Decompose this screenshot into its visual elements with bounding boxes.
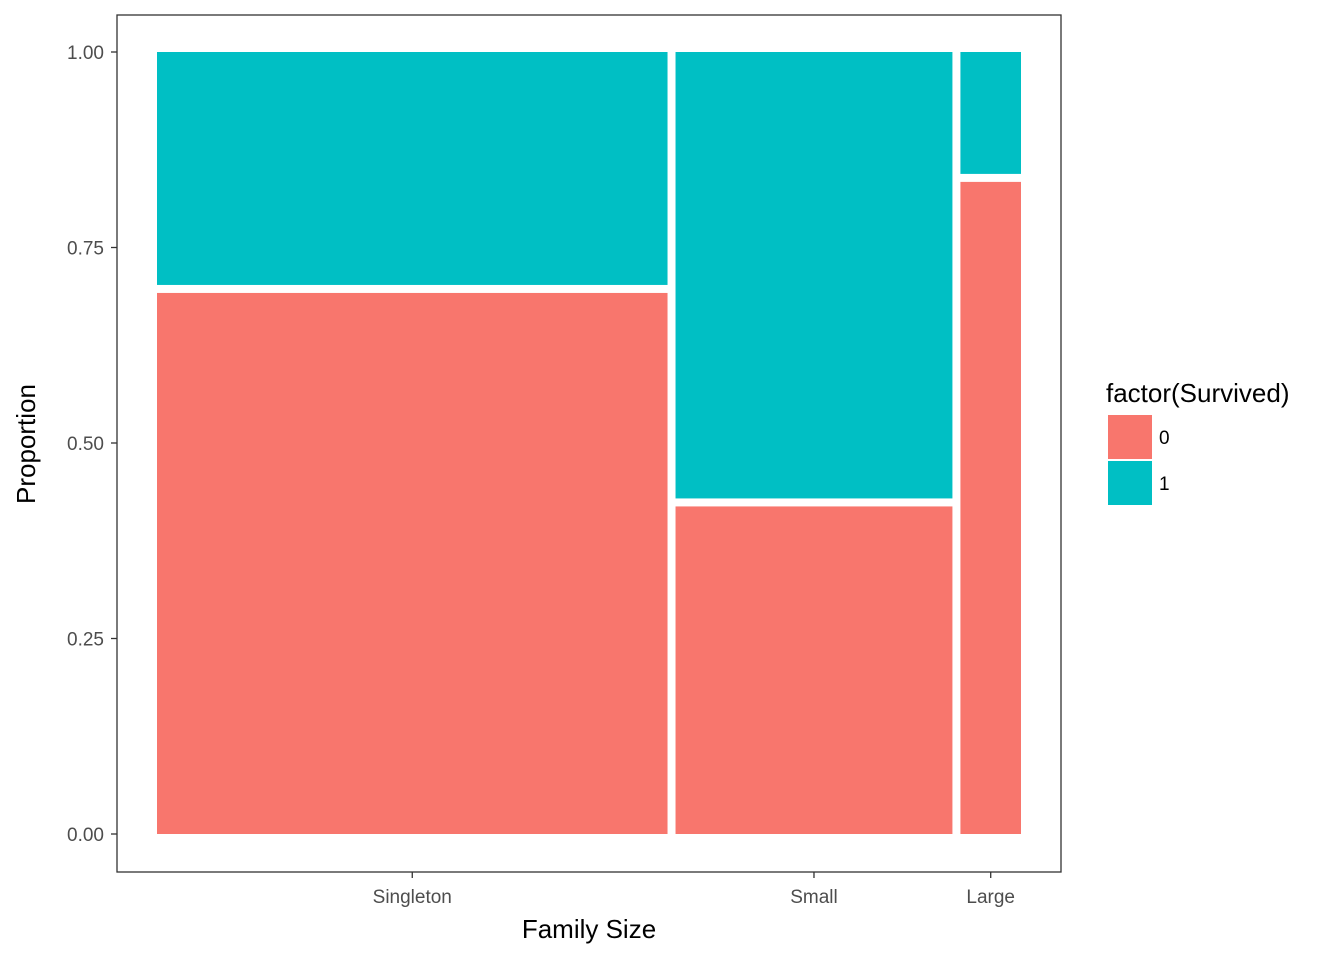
mosaic-tiles xyxy=(157,52,1021,835)
legend: factor(Survived) 0 1 xyxy=(1106,378,1290,506)
x-axis-title: Family Size xyxy=(522,914,656,944)
tile-large-survived-0 xyxy=(960,181,1021,835)
y-tick-label: 0.50 xyxy=(67,434,104,455)
tile-small-survived-0 xyxy=(675,506,953,834)
tile-singleton-survived-0 xyxy=(157,292,668,834)
y-tick-label: 0.75 xyxy=(67,239,104,260)
tile-large-survived-1 xyxy=(960,52,1021,174)
legend-title: factor(Survived) xyxy=(1106,378,1290,408)
y-tick-label: 1.00 xyxy=(67,43,104,64)
legend-swatch-1 xyxy=(1108,461,1152,505)
x-tick-label: Large xyxy=(966,887,1015,908)
x-axis: Singleton Small Large xyxy=(373,872,1015,908)
y-axis: 0.00 0.25 0.50 0.75 1.00 xyxy=(67,43,117,846)
y-tick-label: 0.00 xyxy=(67,825,104,846)
legend-label-0: 0 xyxy=(1159,428,1170,449)
tile-singleton-survived-1 xyxy=(157,52,668,285)
x-tick-label: Singleton xyxy=(373,887,452,908)
x-tick-label: Small xyxy=(790,887,838,908)
legend-swatch-0 xyxy=(1108,415,1152,459)
tile-small-survived-1 xyxy=(675,52,953,499)
y-tick-label: 0.25 xyxy=(67,630,104,651)
y-axis-title: Proportion xyxy=(11,384,41,504)
legend-label-1: 1 xyxy=(1159,474,1170,495)
